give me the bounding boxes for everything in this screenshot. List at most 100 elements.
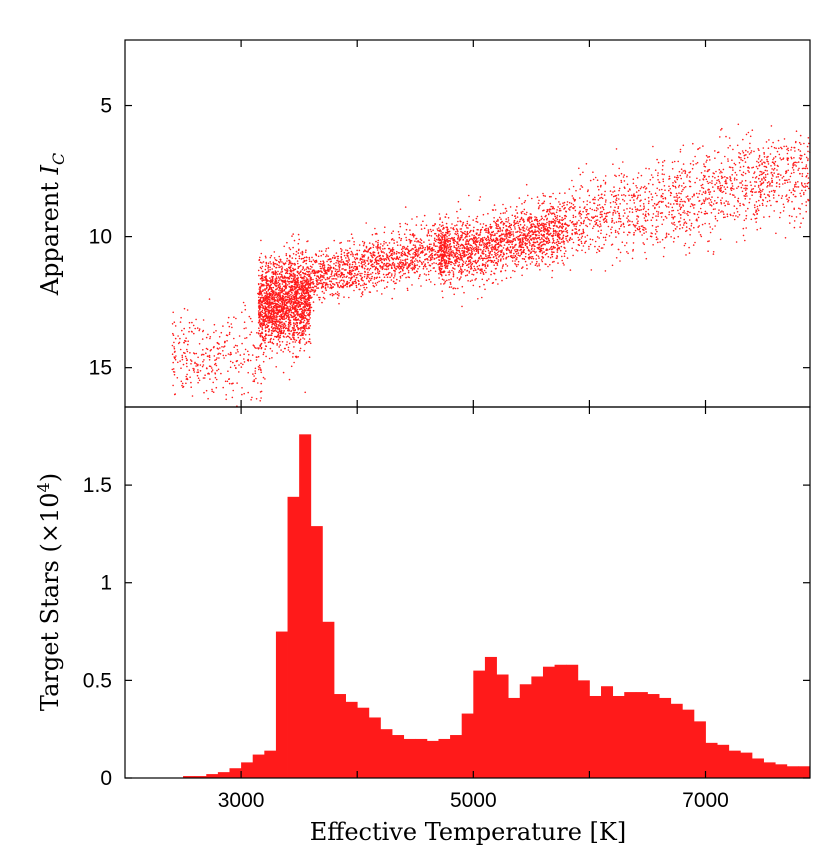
scatter-point: [787, 147, 789, 150]
scatter-point: [748, 201, 751, 204]
scatter-point: [361, 264, 364, 266]
scatter-point: [786, 181, 789, 184]
scatter-point: [671, 222, 673, 224]
scatter-point: [266, 287, 268, 289]
scatter-point: [779, 211, 782, 214]
scatter-point: [303, 319, 306, 322]
scatter-point: [282, 295, 285, 298]
scatter-point: [326, 278, 329, 280]
scatter-point: [416, 259, 418, 262]
scatter-point: [593, 209, 596, 212]
scatter-point: [801, 161, 803, 164]
scatter-point: [548, 211, 551, 213]
scatter-point: [299, 298, 302, 301]
scatter-point: [453, 242, 456, 244]
scatter-point: [797, 161, 800, 163]
scatter-point: [798, 157, 801, 159]
scatter-point: [778, 179, 781, 181]
scatter-point: [683, 244, 686, 247]
scatter-point: [800, 183, 803, 185]
scatter-point: [317, 287, 320, 289]
scatter-point: [530, 257, 533, 260]
scatter-point: [481, 240, 484, 243]
scatter-point: [364, 270, 366, 273]
scatter-point: [281, 261, 283, 263]
scatter-point: [744, 161, 747, 163]
scatter-point: [306, 283, 309, 286]
scatter-point: [434, 223, 436, 226]
scatter-point: [611, 264, 614, 267]
scatter-point: [753, 204, 756, 206]
scatter-point: [615, 175, 617, 178]
scatter-point: [378, 280, 380, 283]
scatter-point: [454, 224, 456, 227]
scatter-point: [799, 213, 801, 215]
scatter-point: [578, 233, 581, 236]
scatter-point: [457, 247, 459, 249]
scatter-point: [444, 280, 447, 283]
scatter-point: [731, 182, 733, 185]
scatter-point: [338, 264, 341, 266]
scatter-point: [594, 196, 596, 199]
scatter-point: [418, 275, 421, 278]
scatter-point: [399, 256, 401, 259]
scatter-point: [615, 203, 618, 205]
scatter-point: [671, 210, 673, 212]
scatter-point: [515, 209, 517, 211]
scatter-point: [386, 281, 389, 284]
scatter-point: [279, 344, 282, 346]
scatter-point: [309, 342, 312, 345]
scatter-point: [716, 219, 719, 222]
scatter-point: [525, 252, 527, 255]
scatter-point: [698, 199, 701, 202]
scatter-point: [627, 215, 629, 217]
scatter-point: [581, 235, 584, 238]
scatter-point: [612, 201, 615, 203]
scatter-point: [505, 241, 508, 244]
scatter-point: [339, 275, 342, 277]
scatter-point: [389, 276, 391, 279]
scatter-point: [286, 269, 289, 271]
scatter-point: [285, 317, 288, 320]
scatter-point: [805, 165, 807, 168]
scatter-point: [531, 244, 533, 246]
scatter-point: [724, 180, 726, 183]
scatter-point: [361, 291, 364, 293]
scatter-point: [801, 167, 804, 170]
scatter-point: [699, 207, 702, 210]
scatter-point: [663, 159, 666, 162]
scatter-point: [466, 270, 468, 272]
scatter-point: [523, 258, 525, 260]
scatter-point: [738, 152, 740, 154]
scatter-point: [372, 251, 374, 254]
scatter-point: [478, 244, 481, 246]
scatter-point: [522, 219, 524, 221]
scatter-point: [767, 194, 770, 196]
scatter-point: [464, 274, 467, 277]
scatter-point: [434, 270, 437, 273]
scatter-point: [353, 274, 355, 277]
scatter-point: [637, 172, 640, 174]
scatter-point: [283, 245, 286, 248]
scatter-point: [667, 206, 670, 208]
scatter-point: [298, 265, 301, 268]
scatter-point: [476, 215, 479, 218]
scatter-point: [685, 222, 688, 225]
scatter-point: [745, 214, 748, 217]
scatter-point: [413, 234, 416, 236]
scatter-point: [511, 260, 514, 262]
scatter-point: [608, 235, 611, 237]
scatter-point: [340, 261, 342, 264]
scatter-point: [323, 266, 326, 268]
scatter-point: [702, 187, 705, 190]
scatter-point: [579, 188, 581, 190]
scatter-point: [325, 255, 327, 258]
scatter-point: [456, 255, 459, 258]
scatter-point: [558, 201, 560, 203]
scatter-point: [462, 232, 464, 234]
scatter-point: [669, 194, 672, 197]
scatter-point: [569, 269, 572, 271]
scatter-point: [274, 296, 276, 299]
scatter-point: [297, 314, 299, 317]
scatter-point: [360, 295, 363, 298]
